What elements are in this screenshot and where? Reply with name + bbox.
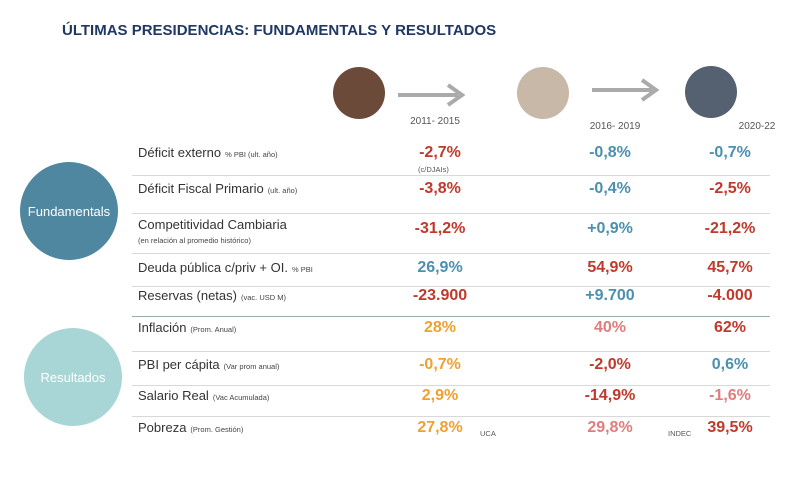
cell-value: -23.900	[412, 287, 468, 304]
cell-value: -3,8%	[419, 180, 461, 197]
row-label-text: Salario Real	[138, 388, 209, 403]
cell-value: -31,2%	[414, 220, 466, 237]
row-label-text: Pobreza	[138, 420, 187, 435]
period-label: 2016- 2019	[589, 121, 641, 132]
title: ÚLTIMAS PRESIDENCIAS: FUNDAMENTALS Y RES…	[62, 22, 497, 39]
cell-value: 29,8%	[587, 419, 633, 436]
cell-value: 45,7%	[707, 259, 753, 276]
cell-value: 62%	[713, 319, 747, 336]
row-separator	[132, 416, 770, 417]
row-label: Pobreza (Prom. Gestión)	[138, 420, 243, 435]
cell-note: UCA	[480, 429, 496, 438]
portrait	[685, 66, 737, 118]
cell-value: -2,0%	[589, 356, 631, 373]
cell-value: 28%	[423, 319, 457, 336]
row-separator	[132, 286, 770, 287]
cell-value: -2,5%	[709, 180, 751, 197]
cell-value: 40%	[593, 319, 627, 336]
row-label-text: Reservas (netas)	[138, 288, 237, 303]
cell-value: 54,9%	[587, 259, 633, 276]
row-sublabel: (Var prom anual)	[223, 362, 280, 371]
cell-value: 27,8%	[417, 419, 463, 436]
row-sublabel: (Vac Acumulada)	[212, 393, 270, 402]
row-sublabel: (en relación al promedio histórico)	[138, 236, 251, 245]
cell-value: -0,7%	[709, 144, 751, 161]
cell-note: (c/DJAIs)	[418, 165, 449, 174]
cell-value: +9.700	[585, 287, 635, 304]
arrow	[592, 78, 660, 102]
portrait	[333, 67, 385, 119]
row-label: Déficit Fiscal Primario (ult. año)	[138, 181, 297, 196]
row-label: Salario Real (Vac Acumulada)	[138, 388, 269, 403]
row-sublabel: % PBI (ult. año)	[225, 150, 278, 159]
row-sublabel: (ult. año)	[267, 186, 298, 195]
cell-value: -0,7%	[419, 356, 461, 373]
group-badge: Resultados	[24, 328, 122, 426]
row-separator	[132, 252, 770, 254]
row-separator	[132, 316, 770, 317]
row-label-text: Déficit Fiscal Primario	[138, 181, 264, 196]
row-separator	[132, 213, 770, 214]
cell-value: -4.000	[707, 287, 753, 304]
group-badge: Fundamentals	[20, 162, 118, 260]
cell-value: -0,8%	[589, 144, 631, 161]
row-label: Competitividad Cambiaria	[138, 217, 287, 232]
cell-value: -0,4%	[589, 180, 631, 197]
row-label: Inflación (Prom. Anual)	[138, 320, 236, 335]
row-label-text: Déficit externo	[138, 145, 222, 160]
cell-value: -1,6%	[709, 387, 751, 404]
row-label-text: Inflación	[138, 320, 187, 335]
cell-value: -14,9%	[584, 387, 636, 404]
period-label: 2020-22	[738, 121, 776, 132]
cell-value: -21,2%	[704, 220, 756, 237]
cell-value: 2,9%	[421, 387, 459, 404]
row-sublabel: (Prom. Anual)	[190, 325, 237, 334]
cell-value: 39,5%	[707, 419, 753, 436]
row-label-text: PBI per cápita	[138, 357, 220, 372]
portrait	[517, 67, 569, 119]
row-label-text: Deuda pública c/priv + OI.	[138, 260, 288, 275]
cell-value: +0,9%	[587, 220, 633, 237]
row-sublabel: (vac. USD M)	[240, 293, 286, 302]
row-sublabel: (Prom. Gestión)	[190, 425, 244, 434]
row-label: Reservas (netas) (vac. USD M)	[138, 288, 286, 303]
row-separator	[132, 175, 770, 176]
row-label: PBI per cápita (Var prom anual)	[138, 357, 279, 372]
cell-value: 26,9%	[417, 259, 463, 276]
row-separator	[132, 384, 770, 386]
row-label: Deuda pública c/priv + OI.% PBI	[138, 260, 313, 275]
row-label: Déficit externo% PBI (ult. año)	[138, 145, 278, 160]
cell-note: INDEC	[668, 429, 692, 438]
period-label: 2011- 2015	[410, 116, 460, 127]
portraits	[333, 66, 737, 119]
cell-value: 0,6%	[711, 356, 749, 373]
cell-value: -2,7%	[419, 144, 461, 161]
row-separator	[132, 350, 770, 352]
arrow	[398, 83, 466, 107]
row-sublabel: % PBI	[291, 265, 313, 274]
